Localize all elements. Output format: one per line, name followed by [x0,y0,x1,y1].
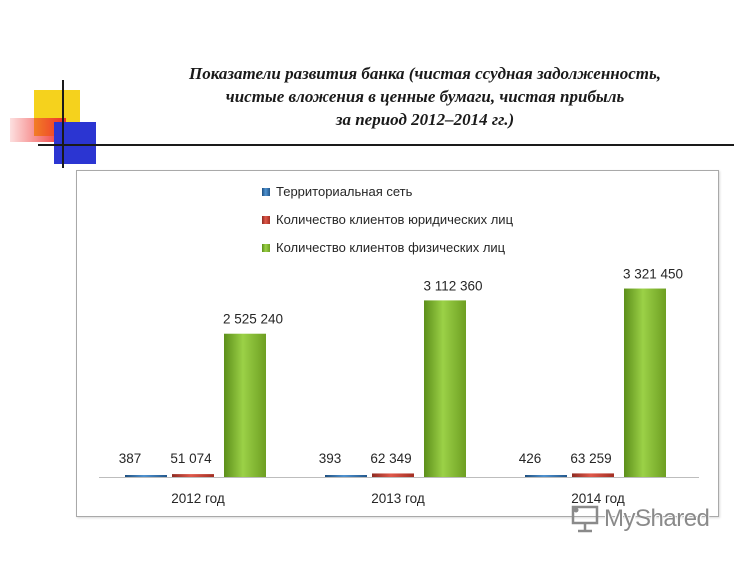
chart-bars [125,288,666,477]
data-label-1-2: 393 [319,451,342,466]
bar-1-1 [125,475,167,477]
bar-3-1 [224,333,266,477]
data-label-2-1: 51 074 [170,451,212,466]
x-axis-tick-labels: 2012 год 2013 год 2014 год [171,491,625,506]
bar-3-2 [424,300,466,477]
legend-swatch-3 [262,244,270,252]
title-line-2: чистые вложения в ценные бумаги, чистая … [225,87,625,106]
data-label-2-3: 63 259 [570,451,611,466]
data-label-3-3: 3 321 450 [623,267,683,282]
slide-title: Показатели развития банка (чистая ссудна… [120,62,730,131]
bar-1-2 [325,475,367,477]
category-label-3: 2014 год [571,491,625,506]
bar-2-1 [172,474,214,477]
data-label-2-2: 62 349 [370,451,411,466]
presentation-board-icon [571,505,599,533]
legend-label-2: Количество клиентов юридических лиц [276,212,514,227]
decorative-vertical-line [62,80,64,168]
title-line-3: за период 2012–2014 гг.) [335,110,515,129]
chart-legend: Территориальная сеть Количество клиентов … [262,184,514,255]
bar-2-2 [372,473,414,477]
watermark: MyShared [570,503,710,535]
category-label-1: 2012 год [171,491,225,506]
bar-chart: Территориальная сеть Количество клиентов … [99,184,699,506]
legend-label-1: Территориальная сеть [276,184,413,199]
watermark-text: MyShared [604,505,710,532]
data-label-1-3: 426 [519,451,542,466]
bar-1-3 [525,475,567,477]
decorative-blue-square [54,122,96,164]
legend-swatch-1 [262,188,270,196]
bar-3-3 [624,288,666,477]
legend-swatch-2 [262,216,270,224]
data-label-1-1: 387 [119,451,142,466]
data-label-3-1: 2 525 240 [223,312,283,327]
legend-label-3: Количество клиентов физических лиц [276,240,506,255]
data-label-3-2: 3 112 360 [423,278,482,293]
decorative-horizontal-line [38,144,734,146]
chart-frame: Территориальная сеть Количество клиентов … [76,170,719,517]
bar-2-3 [572,473,614,477]
chart-data-labels: 387 51 074 2 525 240 393 62 349 3 112 360 426 6… [119,267,683,466]
category-label-2: 2013 год [371,491,425,506]
title-line-1: Показатели развития банка (чистая ссудна… [188,64,662,83]
